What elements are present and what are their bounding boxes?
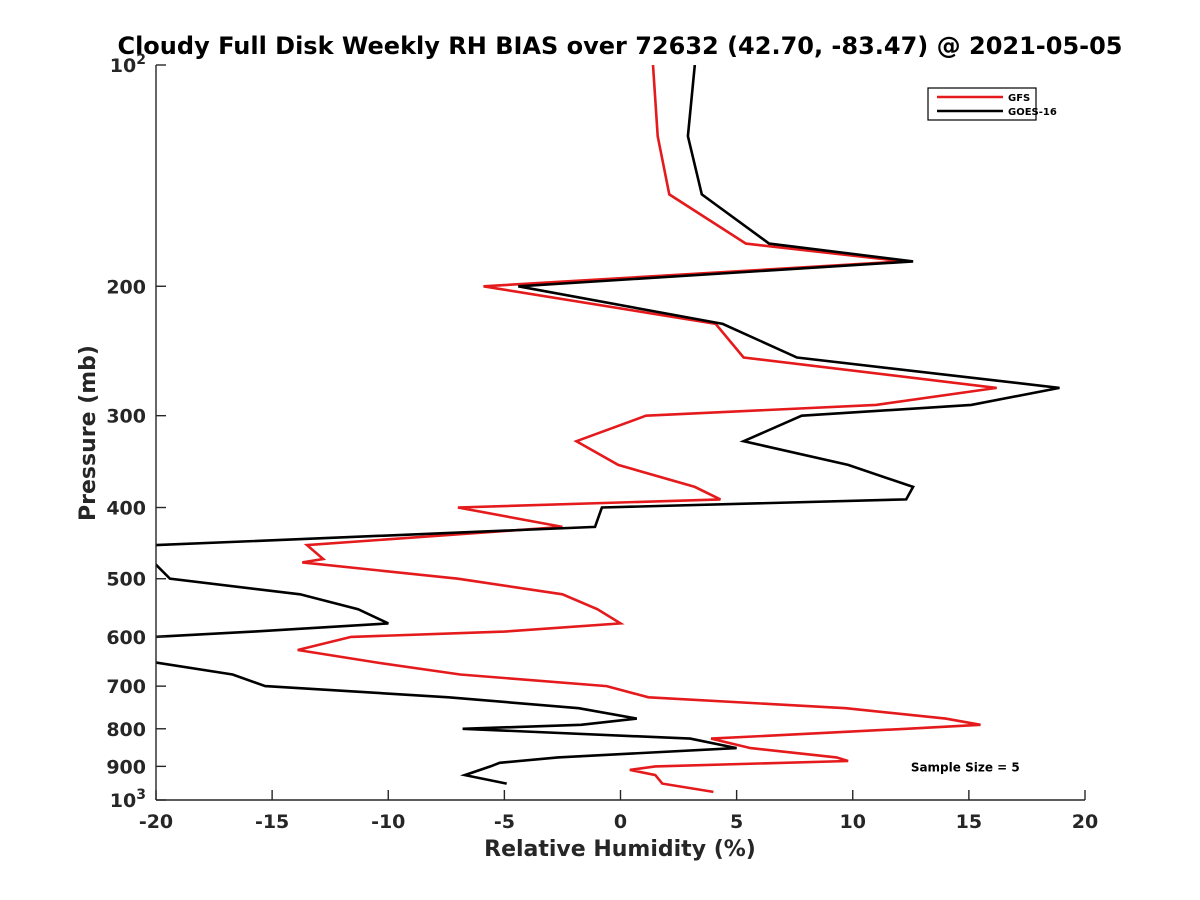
legend-label: GOES-16 — [1008, 107, 1057, 118]
annotation-layer: Sample Size = 5 — [911, 760, 1020, 774]
y-tick-label: 300 — [106, 406, 146, 428]
y-tick-label: 400 — [106, 498, 146, 520]
x-tick-label: -10 — [371, 811, 405, 833]
y-tick-label: 102 — [110, 52, 146, 77]
sample-size-annotation: Sample Size = 5 — [911, 760, 1020, 774]
x-tick-label: -20 — [139, 811, 173, 833]
x-axis-label: Relative Humidity (%) — [484, 837, 756, 862]
y-tick-label: 600 — [106, 627, 146, 649]
legend: GFS GOES-16 — [927, 87, 1057, 121]
series-layer — [156, 65, 1060, 794]
x-tick-label: 0 — [614, 811, 627, 833]
series-line-gfs — [297, 65, 997, 794]
chart-title: Cloudy Full Disk Weekly RH BIAS over 726… — [117, 32, 1122, 60]
y-tick-label: 500 — [106, 569, 146, 591]
y-axis-label: Pressure (mb) — [76, 345, 101, 521]
x-tick-label: 10 — [840, 811, 866, 833]
x-tick-label: -15 — [255, 811, 289, 833]
y-tick-label: 200 — [106, 276, 146, 298]
y-tick-label: 900 — [106, 756, 146, 778]
series-line-goes-16 — [156, 65, 1060, 785]
x-tick-label: 5 — [730, 811, 743, 833]
x-tick-label: -5 — [494, 811, 515, 833]
legend-label: GFS — [1008, 93, 1030, 104]
x-tick-label: 20 — [1072, 811, 1098, 833]
y-tick-label: 800 — [106, 719, 146, 741]
axes-layer: -20 -15 -10 -5 0 5 10 15 20 102 200 300 400 500 600 700… — [106, 52, 1098, 833]
x-tick-label: 15 — [956, 811, 982, 833]
y-tick-label: 103 — [110, 787, 146, 812]
legend-box — [927, 87, 1037, 121]
y-tick-label: 700 — [106, 676, 146, 698]
